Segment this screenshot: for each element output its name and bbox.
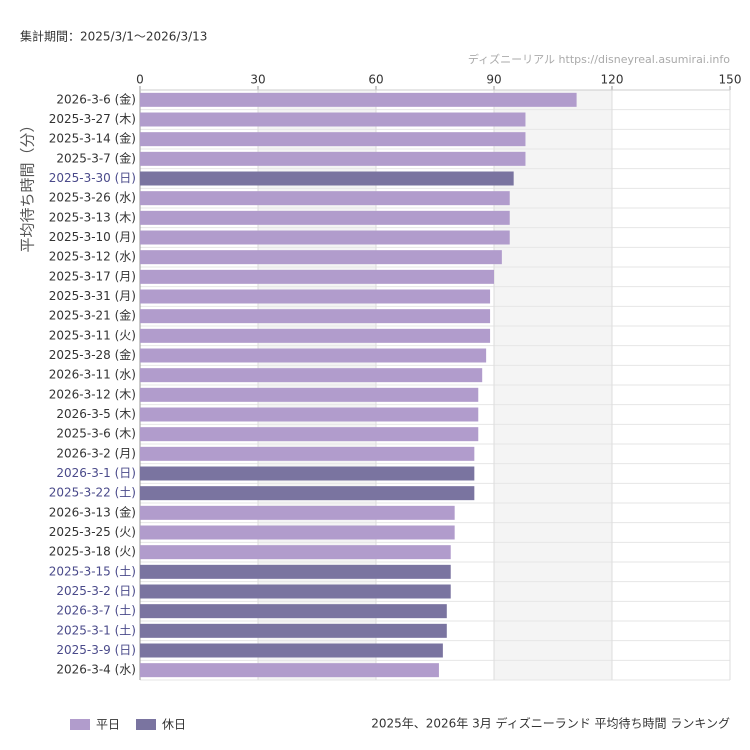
- y-tick-label: 2025-3-26 (水): [49, 191, 136, 205]
- y-tick-label: 2025-3-18 (火): [49, 545, 136, 559]
- bar: [140, 289, 491, 304]
- legend-swatch: [136, 719, 156, 730]
- y-tick-label: 2026-3-7 (土): [56, 604, 136, 618]
- y-tick-label: 2025-3-31 (月): [49, 289, 136, 303]
- bar: [140, 309, 491, 324]
- y-tick-label: 2025-3-14 (金): [49, 131, 136, 146]
- bar: [140, 446, 475, 461]
- bar: [140, 250, 502, 265]
- bar: [140, 387, 479, 402]
- bar: [140, 505, 455, 520]
- y-tick-label: 2025-3-30 (日): [49, 171, 136, 185]
- bar: [140, 407, 479, 422]
- period: 集計期間：2025/3/1〜2026/3/13: [20, 29, 207, 44]
- x-tick-label: 120: [601, 73, 624, 87]
- bar: [140, 132, 526, 147]
- y-tick-label: 2025-3-10 (月): [49, 230, 136, 244]
- x-tick-label: 30: [250, 73, 265, 87]
- y-tick-label: 2025-3-7 (金): [56, 150, 136, 165]
- bar: [140, 348, 487, 363]
- y-tick-label: 2025-3-25 (火): [49, 525, 136, 539]
- y-tick-label: 2025-3-17 (月): [49, 269, 136, 283]
- y-tick-label: 2025-3-13 (木): [49, 210, 136, 224]
- legend-label: 休日: [162, 718, 186, 732]
- y-tick-label: 2025-3-6 (木): [56, 427, 136, 441]
- bar: [140, 151, 526, 166]
- bar: [140, 191, 510, 206]
- y-tick-label: 2026-3-6 (金): [56, 91, 136, 106]
- credit: ディズニーリアル https://disneyreal.asumirai.inf…: [468, 52, 730, 66]
- y-tick-label: 2025-3-28 (金): [49, 347, 136, 362]
- y-tick-label: 2026-3-12 (木): [49, 387, 136, 401]
- y-tick-label: 2025-3-12 (水): [49, 250, 136, 264]
- bar: [140, 328, 491, 343]
- y-tick-label: 2025-3-22 (土): [49, 486, 136, 500]
- y-tick-label: 2025-3-2 (日): [56, 584, 136, 598]
- bar: [140, 466, 475, 481]
- x-tick-label: 60: [368, 73, 383, 87]
- bar: [140, 486, 475, 501]
- bar: [140, 643, 443, 658]
- bar: [140, 564, 451, 579]
- y-tick-label: 2026-3-2 (月): [56, 446, 136, 460]
- bar: [140, 427, 479, 442]
- bar: [140, 171, 514, 186]
- y-tick-label: 2025-3-11 (火): [49, 328, 136, 342]
- bar: [140, 210, 510, 225]
- bar: [140, 368, 483, 383]
- bar: [140, 584, 451, 599]
- bar: [140, 663, 439, 678]
- legend-swatch: [70, 719, 90, 730]
- x-tick-label: 0: [136, 73, 144, 87]
- bar: [140, 604, 447, 619]
- legend-label: 平日: [96, 718, 120, 732]
- x-tick-label: 150: [719, 73, 742, 87]
- bar: [140, 92, 577, 107]
- bar: [140, 112, 526, 127]
- bar: [140, 230, 510, 245]
- bar: [140, 623, 447, 638]
- bar: [140, 525, 455, 540]
- y-tick-label: 2025-3-21 (金): [49, 308, 136, 323]
- bar: [140, 545, 451, 560]
- y-tick-label: 2025-3-9 (日): [56, 643, 136, 657]
- y-tick-label: 2026-3-4 (水): [56, 663, 136, 677]
- y-tick-label: 2026-3-5 (木): [56, 407, 136, 421]
- y-tick-label: 2026-3-1 (日): [56, 466, 136, 480]
- x-tick-label: 90: [486, 73, 501, 87]
- y-tick-label: 2025-3-15 (土): [49, 564, 136, 578]
- bar: [140, 269, 494, 284]
- y-tick-label: 2026-3-13 (金): [49, 504, 136, 519]
- y-axis-label: 平均待ち時間（分）: [19, 117, 37, 252]
- y-tick-label: 2025-3-27 (木): [49, 112, 136, 126]
- y-tick-label: 2025-3-1 (土): [56, 623, 136, 637]
- chart-title: 2025年、2026年 3月 ディズニーランド 平均待ち時間 ランキング: [371, 716, 730, 731]
- y-tick-label: 2026-3-11 (水): [49, 368, 136, 382]
